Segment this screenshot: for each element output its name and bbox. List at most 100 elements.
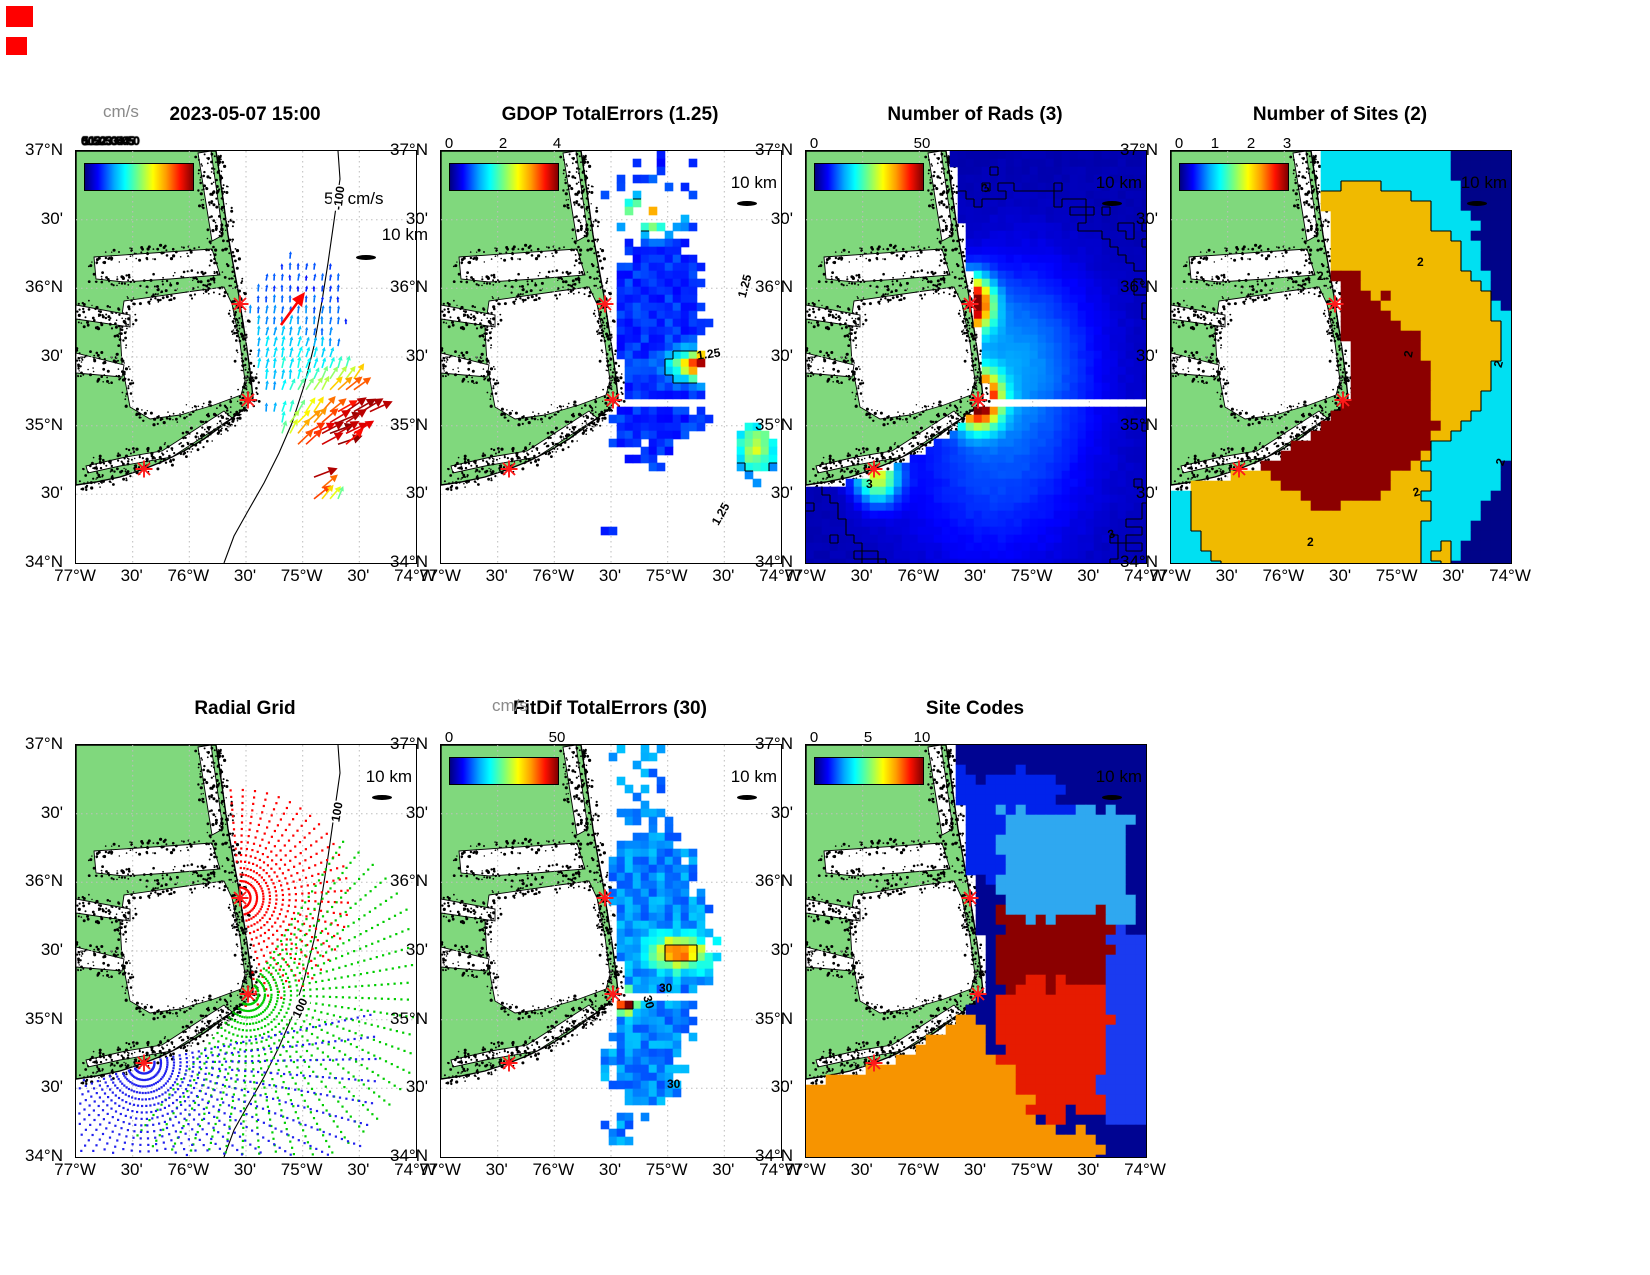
- lon-tick-label: 77°W: [419, 1160, 461, 1179]
- panel-title: GDOP TotalErrors (1.25): [501, 104, 719, 125]
- km-scale-bar: [737, 201, 757, 206]
- lat-tick-label: 37°N: [25, 734, 63, 753]
- km-scale-label: 10 km: [730, 173, 777, 192]
- lat-tick-label: 37°N: [755, 140, 793, 159]
- map-plot: [1171, 151, 1511, 563]
- lon-tick-label: 30': [850, 1160, 873, 1179]
- lat-tick-label: 37°N: [755, 734, 793, 753]
- radar-site-marker: [135, 460, 153, 478]
- colorbar-tick-label: 4: [552, 135, 562, 152]
- km-scale-bar: [356, 255, 376, 260]
- radar-site-marker: [231, 889, 249, 907]
- km-scale-label: 10 km: [1095, 767, 1142, 786]
- lat-tick-label: 34°N: [755, 1146, 793, 1165]
- lat-tick-label: 30': [1135, 208, 1158, 228]
- lat-axis: 37°N 30' 36°N 30' 35°N 30' 34°N: [17, 734, 69, 1165]
- lon-tick-label: 75°W: [645, 1160, 688, 1179]
- lat-tick-label: 30': [40, 940, 63, 959]
- grid-lines: [76, 151, 416, 563]
- lat-tick-label: 37°N: [1120, 140, 1158, 159]
- map-axes: 0 50 10 km 30 30 30: [440, 729, 782, 1158]
- lat-tick-label: 36°N: [390, 277, 428, 297]
- lat-tick-label: 34°N: [25, 552, 63, 571]
- map-axes: 0 5 10 10 km: [805, 729, 1147, 1158]
- lon-axis: 77°W 30' 76°W 30' 75°W 30' 74°W: [1149, 566, 1531, 588]
- colorbar-tick-label: 1: [1210, 135, 1220, 152]
- lat-tick-label: 35°N: [755, 1008, 793, 1028]
- lat-tick-label: 30': [40, 1077, 63, 1097]
- colorbar-tick-labels: 0 5 10 15 20 25 30 35 40 45 50: [81, 134, 140, 148]
- radar-site-marker: [596, 295, 614, 313]
- coast-speckles: [441, 746, 626, 1086]
- lon-tick-label: 74°W: [394, 566, 436, 585]
- colorbar-ticks: 0 1 2 3: [1175, 135, 1291, 152]
- km-scale-bar: [1102, 201, 1122, 206]
- lat-tick-label: 34°N: [390, 1146, 428, 1165]
- lon-tick-label: 77°W: [784, 1160, 826, 1179]
- lat-tick-label: 34°N: [25, 1146, 63, 1165]
- km-scale-bar: [372, 795, 392, 800]
- colorbar-tick-label: 0: [444, 135, 454, 152]
- lat-tick-label: 30': [405, 940, 428, 959]
- radar-site-marker: [239, 391, 257, 409]
- colorbar-tick-label: 0: [1174, 135, 1184, 152]
- lon-tick-label: 30': [1328, 566, 1352, 585]
- lat-tick-label: 30': [770, 346, 793, 365]
- colorbar-tick-label: 0: [809, 729, 819, 746]
- lon-tick-label: 77°W: [419, 566, 461, 585]
- radar-site-marker: [1326, 295, 1344, 313]
- lat-tick-label: 34°N: [755, 552, 793, 571]
- map-plot: [441, 745, 781, 1157]
- lon-tick-label: 76°W: [167, 1160, 210, 1179]
- data-cells: [600, 745, 722, 1146]
- lat-tick-label: 36°N: [755, 871, 793, 891]
- lon-tick-label: 76°W: [167, 566, 210, 585]
- lon-tick-label: 74°W: [1124, 1160, 1166, 1179]
- panel-title: 2023-05-07 15:00: [169, 104, 321, 125]
- lon-tick-label: 30': [850, 566, 873, 585]
- colorbar-ticks: 0 50: [810, 135, 931, 152]
- panel-title: Number of Sites (2): [1252, 104, 1428, 125]
- data-cells: [806, 151, 1146, 563]
- lat-axis: 37°N 30' 36°N 30' 35°N 30' 34°N: [1112, 140, 1164, 571]
- lon-tick-label: 75°W: [645, 566, 688, 585]
- lon-tick-label: 30': [1077, 1160, 1100, 1179]
- contour-label: 2: [1307, 535, 1314, 549]
- contour-label: 2: [1417, 255, 1424, 269]
- data-cells: [1171, 151, 1511, 563]
- colorbar-tick-label: 50: [548, 729, 566, 746]
- lat-tick-label: 36°N: [390, 871, 428, 891]
- colorbar-tick-label: 5: [863, 729, 873, 746]
- colorbar: [449, 757, 559, 785]
- lat-tick-label: 30': [1135, 483, 1158, 503]
- lon-axis: 77°W 30' 76°W 30' 75°W 30' 74°W: [419, 1160, 801, 1182]
- lat-tick-label: 30': [40, 802, 63, 822]
- lon-tick-label: 77°W: [784, 566, 826, 585]
- lat-tick-label: 30': [405, 802, 428, 822]
- colorbar-ticks: 0 50: [445, 729, 566, 746]
- panel-title: FitDif TotalErrors (30): [513, 698, 707, 719]
- lat-tick-label: 30': [405, 483, 428, 503]
- radar-site-marker: [969, 391, 987, 409]
- lat-tick-label: 37°N: [390, 140, 428, 159]
- contour-line: [617, 944, 698, 1010]
- colorbar-ticks: 0 2 4: [445, 135, 561, 152]
- lon-tick-label: 76°W: [897, 1160, 940, 1179]
- colorbar-tick-label: 2: [498, 135, 508, 152]
- lat-tick-label: 30': [40, 346, 63, 365]
- lon-tick-label: 30': [1442, 566, 1465, 585]
- lat-tick-label: 37°N: [390, 734, 428, 753]
- lat-tick-label: 35°N: [25, 1008, 63, 1028]
- lat-tick-label: 30': [40, 208, 63, 228]
- lon-tick-label: 30': [233, 566, 257, 585]
- lon-axis: 77°W 30' 76°W 30' 75°W 30' 74°W: [54, 1160, 436, 1182]
- lat-tick-label: 35°N: [25, 414, 63, 434]
- map-plot: [76, 745, 416, 1157]
- lat-tick-label: 36°N: [755, 277, 793, 297]
- lon-tick-label: 30': [1077, 566, 1100, 585]
- lon-tick-label: 74°W: [759, 1160, 801, 1179]
